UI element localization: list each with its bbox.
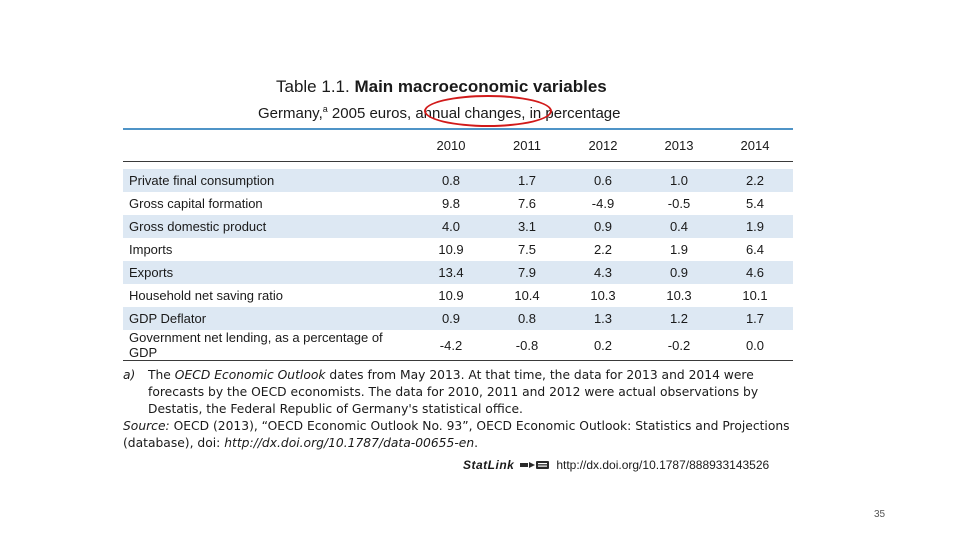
source-label: Source: (123, 419, 170, 433)
cell-value: 4.3 (565, 261, 641, 284)
cell-value: -4.2 (413, 330, 489, 361)
highlight-ellipse (424, 95, 552, 127)
statlink-url[interactable]: http://dx.doi.org/10.1787/888933143526 (556, 458, 770, 472)
source-text: OECD (2013), “OECD Economic Outlook No. … (123, 419, 790, 450)
cell-value: 1.2 (641, 307, 717, 330)
subtitle-country: Germany, (258, 105, 323, 122)
row-label: Government net lending, as a percentage … (123, 330, 413, 361)
cell-value: -0.2 (641, 330, 717, 361)
statlink-label: StatLink (463, 458, 515, 472)
table-row: Exports 13.4 7.9 4.3 0.9 4.6 (123, 261, 793, 284)
data-table: 2010 2011 2012 2013 2014 Private final consu… (123, 130, 793, 361)
table-row: Household net saving ratio 10.9 10.4 10.3 10… (123, 284, 793, 307)
cell-value: -0.5 (667, 196, 691, 211)
footnote-a-italic: OECD Economic Outlook (174, 368, 326, 382)
cell-value: 7.9 (489, 261, 565, 284)
cell-value: 0.9 (565, 215, 641, 238)
cell-value: 1.9 (669, 242, 689, 257)
column-header-year: 2011 (489, 130, 565, 162)
footnote-a-pre: The (148, 368, 175, 382)
table-header-row: 2010 2011 2012 2013 2014 (123, 130, 793, 162)
column-header-year: 2010 (413, 130, 489, 162)
source-note: Source: OECD (2013), “OECD Economic Outl… (123, 418, 795, 452)
cell-value: 1.7 (717, 307, 793, 330)
cell-value: 6.4 (745, 242, 765, 257)
table-top-rule (123, 128, 793, 130)
cell-value: 9.8 (441, 196, 461, 211)
cell-value: -0.8 (489, 330, 565, 361)
cell-value: 0.9 (413, 307, 489, 330)
column-header-label (123, 130, 413, 162)
cell-value: 7.6 (517, 196, 537, 211)
cell-value: 10.3 (666, 288, 692, 303)
cell-value: 1.3 (565, 307, 641, 330)
cell-value: 0.8 (489, 307, 565, 330)
row-label: Imports (129, 242, 173, 257)
cell-value: 1.0 (641, 169, 717, 192)
cell-value: 7.5 (517, 242, 537, 257)
table-row: Gross capital formation 9.8 7.6 -4.9 -0.5 5.4 (123, 192, 793, 215)
table-notes: a) The OECD Economic Outlook dates from M… (123, 367, 795, 452)
cell-value: 1.9 (717, 215, 793, 238)
subtitle-footnote-mark: a (322, 104, 328, 114)
cell-value: -4.9 (591, 196, 615, 211)
table-row: Private final consumption 0.8 1.7 0.6 1.0 2.2 (123, 169, 793, 192)
cell-value: 1.7 (489, 169, 565, 192)
statlink: StatLink http://dx.doi.org/10.1787/88893… (463, 458, 769, 472)
cell-value: 4.0 (413, 215, 489, 238)
row-label: Exports (123, 261, 413, 284)
row-label: Gross capital formation (129, 196, 263, 211)
cell-value: 0.2 (565, 330, 641, 361)
table-row: GDP Deflator 0.9 0.8 1.3 1.2 1.7 (123, 307, 793, 330)
cell-value: 0.9 (641, 261, 717, 284)
table-row: Gross domestic product 4.0 3.1 0.9 0.4 1.9 (123, 215, 793, 238)
cell-value: 10.9 (438, 242, 464, 257)
row-label: GDP Deflator (123, 307, 413, 330)
statlink-logo-icon (520, 461, 550, 469)
table-body: Private final consumption 0.8 1.7 0.6 1.0 2.2… (123, 162, 793, 361)
cell-value: 13.4 (413, 261, 489, 284)
cell-value: 10.4 (514, 288, 540, 303)
cell-value: 2.2 (593, 242, 613, 257)
row-label: Gross domestic product (123, 215, 413, 238)
cell-value: 0.4 (641, 215, 717, 238)
footnote-a-marker: a) (123, 368, 136, 382)
footnote-a-post: dates from May 2013. At that time, the d… (148, 368, 759, 416)
source-doi-link[interactable]: http://dx.doi.org/10.1787/data-00655-en (224, 436, 475, 450)
column-header-year: 2014 (717, 130, 793, 162)
table-row: Government net lending, as a percentage … (123, 330, 793, 361)
cell-value: 0.8 (413, 169, 489, 192)
cell-value: 0.6 (565, 169, 641, 192)
cell-value: 2.2 (717, 169, 793, 192)
row-label: Private final consumption (123, 169, 413, 192)
table-title-prefix: Table 1.1. (276, 77, 350, 96)
cell-value: 10.3 (590, 288, 616, 303)
table-spacer-cell (123, 162, 793, 170)
cell-value: 10.1 (742, 288, 768, 303)
cell-value: 10.9 (438, 288, 464, 303)
page-number: 35 (874, 509, 886, 520)
table-title-main: Main macroeconomic variables (354, 77, 607, 96)
source-end: . (474, 436, 479, 450)
footnote-a: a) The OECD Economic Outlook dates from M… (123, 367, 795, 418)
cell-value: 0.0 (717, 330, 793, 361)
table-row: Imports 10.9 7.5 2.2 1.9 6.4 (123, 238, 793, 261)
cell-value: 5.4 (745, 196, 765, 211)
cell-value: 3.1 (489, 215, 565, 238)
table-title: Table 1.1. Main macroeconomic variables (276, 77, 607, 97)
cell-value: 4.6 (717, 261, 793, 284)
table-spacer-row (123, 162, 793, 170)
row-label: Household net saving ratio (129, 288, 283, 303)
column-header-year: 2012 (565, 130, 641, 162)
column-header-year: 2013 (641, 130, 717, 162)
